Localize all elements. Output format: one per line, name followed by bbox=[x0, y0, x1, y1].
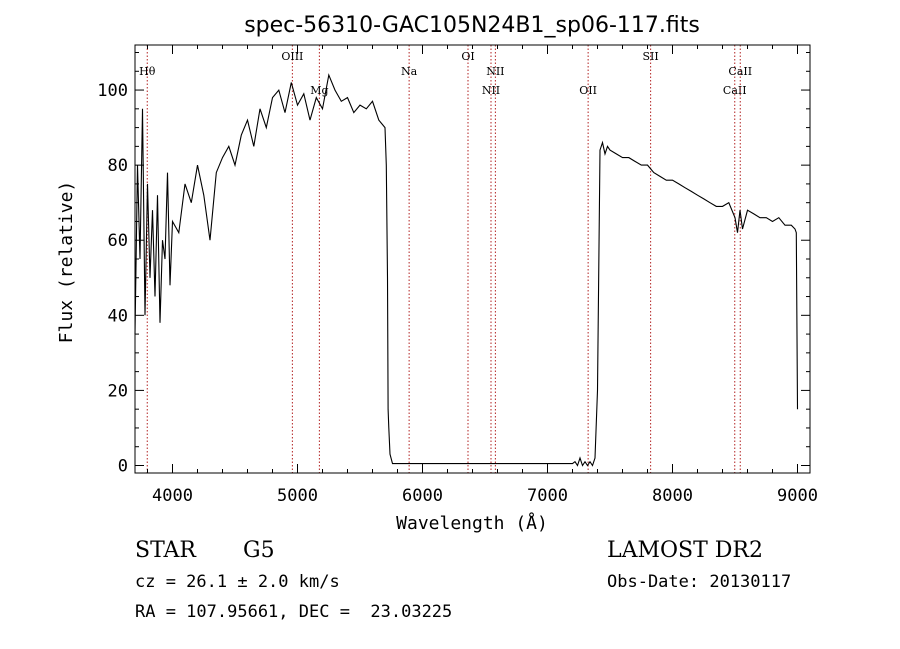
line-marker-label-4: OI bbox=[461, 50, 474, 63]
x-tick-label-2: 6000 bbox=[402, 486, 443, 506]
redshift-text: cz = 26.1 ± 2.0 km/s bbox=[135, 572, 340, 592]
x-tick-label-0: 4000 bbox=[152, 486, 193, 506]
line-marker-label-1: OIII bbox=[281, 50, 303, 63]
object-class: STAR bbox=[135, 538, 196, 563]
x-tick-label-5: 9000 bbox=[777, 486, 818, 506]
line-marker-label-8: SII bbox=[643, 50, 659, 63]
y-tick-label-5: 100 bbox=[97, 81, 128, 101]
coordinates-text: RA = 107.95661, DEC = 23.03225 bbox=[135, 602, 453, 622]
y-axis-label: Flux (relative) bbox=[56, 181, 77, 344]
y-tick-label-2: 40 bbox=[108, 306, 128, 326]
y-tick-label-4: 80 bbox=[108, 156, 128, 176]
object-subclass: G5 bbox=[243, 538, 275, 563]
spectrum-line bbox=[134, 73, 799, 467]
y-tick-label-0: 0 bbox=[118, 456, 128, 476]
line-marker-label-7: OII bbox=[579, 84, 597, 97]
y-tick-label-3: 60 bbox=[108, 231, 128, 251]
line-marker-label-10: CaII bbox=[728, 65, 752, 78]
line-marker-label-6: NII bbox=[486, 65, 504, 78]
obs-date-text: Obs-Date: 20130117 bbox=[607, 572, 792, 592]
line-marker-label-2: Mg bbox=[310, 84, 328, 97]
line-marker-label-9: CaII bbox=[723, 84, 747, 97]
x-tick-label-3: 7000 bbox=[527, 486, 568, 506]
survey-label: LAMOST DR2 bbox=[607, 538, 763, 563]
x-tick-label-1: 5000 bbox=[277, 486, 318, 506]
y-axis-ticks: 0 20 40 60 80 100 bbox=[97, 52, 810, 476]
line-marker-label-3: Na bbox=[401, 65, 418, 78]
line-marker-label-0: Hθ bbox=[139, 65, 156, 78]
x-axis-ticks: 4000 5000 6000 7000 8000 9000 bbox=[147, 45, 818, 506]
plot-frame bbox=[134, 44, 811, 474]
chart-title: spec-56310-GAC105N24B1_sp06-117.fits bbox=[244, 13, 700, 38]
emission-line-markers: Hθ OIII Mg Na OI NII NII OII SII CaII CaII bbox=[139, 45, 752, 473]
x-axis-label: Wavelength (Å) bbox=[396, 512, 548, 534]
x-tick-label-4: 8000 bbox=[652, 486, 693, 506]
line-marker-label-5: NII bbox=[482, 84, 500, 97]
y-tick-label-1: 20 bbox=[108, 381, 128, 401]
